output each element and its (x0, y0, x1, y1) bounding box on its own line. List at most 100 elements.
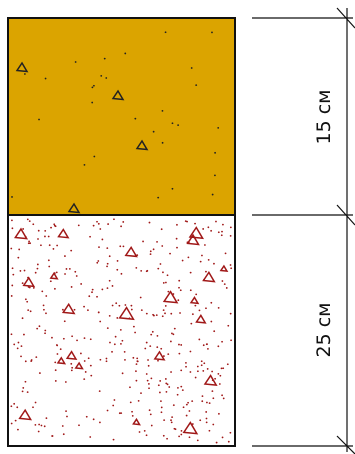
grain (75, 275, 78, 277)
grain (208, 402, 211, 405)
grain (210, 320, 213, 323)
dimension-label: 25 см (313, 303, 335, 358)
grain (85, 415, 88, 418)
stone (182, 421, 199, 435)
grain (32, 223, 35, 226)
grain (35, 356, 38, 359)
grain (59, 348, 62, 351)
grain (96, 220, 98, 223)
grain (151, 330, 154, 333)
grain (106, 327, 109, 330)
grain (205, 417, 208, 420)
grain (176, 246, 178, 249)
grain (44, 329, 47, 332)
grain (165, 281, 167, 284)
grain (89, 235, 91, 238)
stone (188, 226, 205, 240)
grain (210, 229, 213, 232)
grain (161, 315, 164, 318)
grain (168, 386, 171, 388)
grain (84, 371, 87, 373)
grain (194, 376, 197, 379)
grain (24, 360, 27, 363)
dimension-label: 15 см (313, 90, 335, 145)
grain (172, 404, 175, 407)
grain (66, 415, 68, 418)
grain (113, 399, 116, 401)
grain (83, 337, 86, 339)
grain (98, 390, 101, 393)
grain (106, 287, 109, 290)
grain (221, 340, 223, 343)
grain (191, 423, 194, 425)
grain (222, 397, 225, 400)
grain (214, 151, 216, 154)
grain (83, 163, 86, 166)
grain (160, 228, 163, 231)
grain (138, 431, 141, 433)
grain (171, 122, 174, 125)
grain (111, 285, 114, 287)
grain (210, 301, 213, 304)
grain (106, 262, 109, 265)
grain (32, 406, 34, 409)
grain (176, 223, 178, 226)
tick (336, 7, 355, 29)
grain (164, 305, 167, 307)
grain (38, 118, 40, 121)
grain (179, 312, 181, 314)
grain (226, 363, 229, 366)
grain (23, 269, 26, 272)
grain (152, 248, 155, 251)
grain (213, 330, 216, 333)
grain (45, 417, 48, 420)
grain (111, 304, 114, 307)
grain (221, 436, 224, 439)
grain (65, 268, 68, 270)
grain (160, 411, 163, 414)
grain (112, 438, 115, 441)
grain (80, 283, 83, 285)
grain (131, 414, 134, 417)
grain (161, 245, 164, 247)
grain (54, 380, 57, 382)
stone (135, 139, 149, 151)
grain (149, 250, 152, 253)
grain (200, 360, 203, 363)
grain (205, 421, 208, 424)
grain (177, 299, 180, 302)
grain (173, 427, 176, 430)
grain (56, 244, 59, 247)
grain (196, 370, 199, 373)
grain (194, 304, 197, 307)
stone (202, 270, 216, 283)
grain (201, 254, 203, 257)
grain (182, 406, 185, 409)
grain (143, 429, 146, 432)
grain (190, 67, 193, 69)
grain (167, 353, 170, 356)
grain (36, 327, 39, 330)
grain (62, 337, 65, 340)
stone (56, 356, 67, 365)
dimension-lines (252, 7, 355, 454)
grain (91, 101, 94, 104)
grain (105, 357, 108, 360)
grain (61, 308, 64, 311)
grain (55, 344, 58, 346)
grain (214, 174, 216, 177)
grain (132, 356, 135, 359)
grain (204, 244, 206, 246)
grain (107, 223, 110, 225)
grain (93, 155, 96, 158)
grain (177, 124, 180, 127)
grain (230, 339, 232, 342)
grain (99, 358, 102, 361)
grain (28, 240, 30, 243)
grain (106, 265, 108, 268)
grain (171, 416, 174, 419)
stone (74, 361, 84, 370)
grain (191, 313, 194, 316)
grain (156, 346, 159, 349)
